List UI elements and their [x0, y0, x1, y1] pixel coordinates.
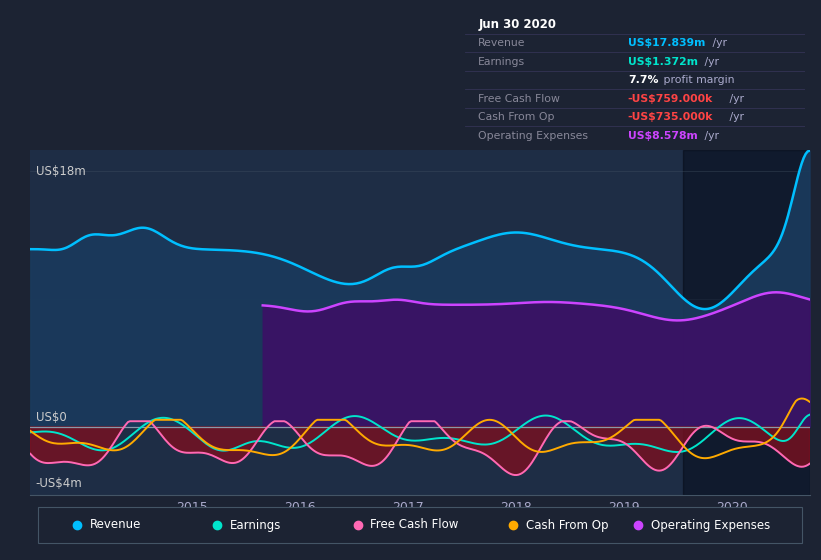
- Text: Earnings: Earnings: [479, 57, 525, 67]
- Text: /yr: /yr: [701, 57, 719, 67]
- Text: US$8.578m: US$8.578m: [628, 131, 698, 141]
- Text: -US$4m: -US$4m: [36, 477, 83, 490]
- Text: US$17.839m: US$17.839m: [628, 38, 705, 48]
- Text: /yr: /yr: [726, 112, 744, 122]
- Text: profit margin: profit margin: [660, 75, 735, 85]
- Text: /yr: /yr: [709, 38, 727, 48]
- Text: 7.7%: 7.7%: [628, 75, 658, 85]
- Bar: [683, 150, 810, 495]
- Text: /yr: /yr: [726, 94, 744, 104]
- Text: US$18m: US$18m: [36, 165, 85, 178]
- Text: Cash From Op: Cash From Op: [526, 519, 608, 531]
- Text: Revenue: Revenue: [479, 38, 525, 48]
- Text: -US$759.000k: -US$759.000k: [628, 94, 713, 104]
- Text: Free Cash Flow: Free Cash Flow: [479, 94, 560, 104]
- Text: /yr: /yr: [701, 131, 719, 141]
- Text: Earnings: Earnings: [230, 519, 282, 531]
- Text: Jun 30 2020: Jun 30 2020: [479, 18, 557, 31]
- Text: Revenue: Revenue: [89, 519, 141, 531]
- Text: -US$735.000k: -US$735.000k: [628, 112, 713, 122]
- Text: US$1.372m: US$1.372m: [628, 57, 698, 67]
- Text: Operating Expenses: Operating Expenses: [650, 519, 770, 531]
- FancyBboxPatch shape: [38, 507, 802, 543]
- Text: Operating Expenses: Operating Expenses: [479, 131, 589, 141]
- Text: US$0: US$0: [36, 411, 67, 424]
- Text: Free Cash Flow: Free Cash Flow: [370, 519, 458, 531]
- Text: Cash From Op: Cash From Op: [479, 112, 555, 122]
